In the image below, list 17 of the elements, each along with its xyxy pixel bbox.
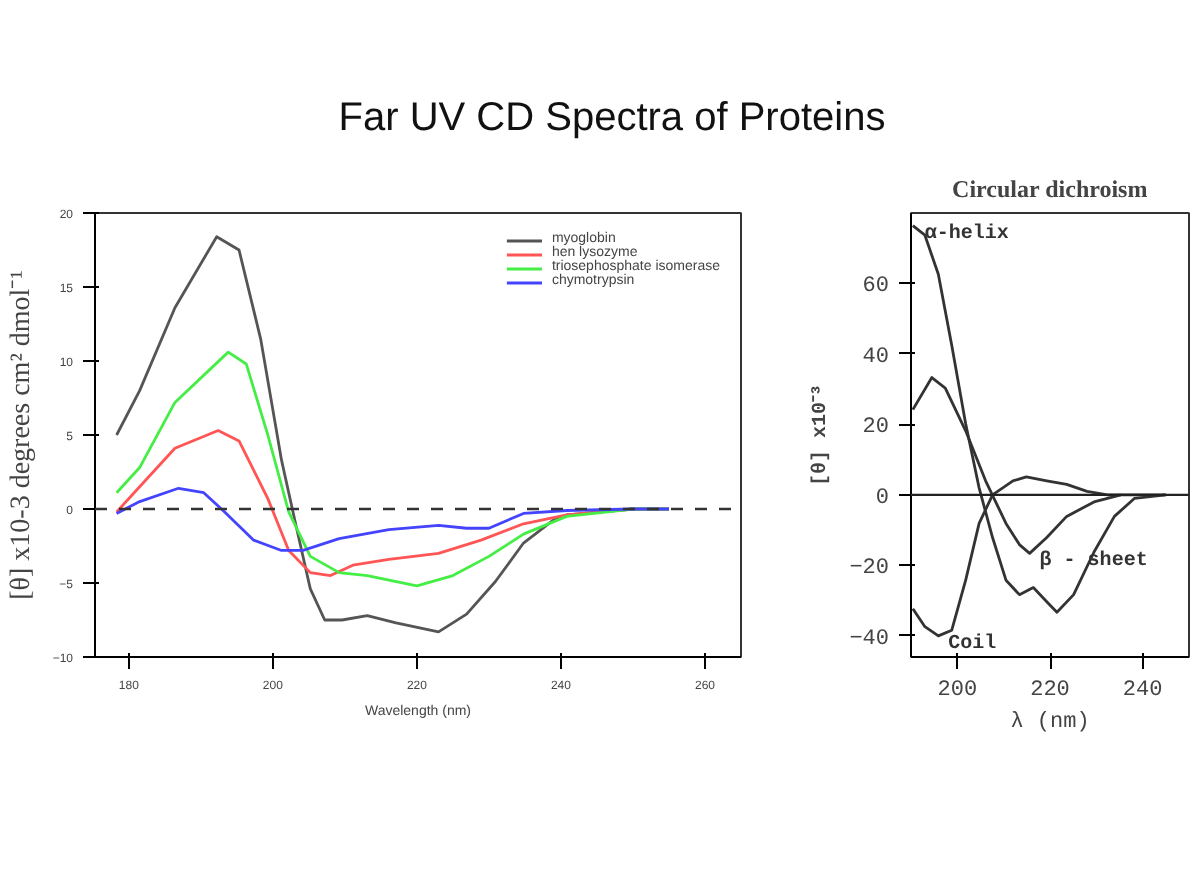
series-label: Coil [948, 631, 997, 656]
x-axis-title: λ (nm) [1010, 711, 1090, 735]
y-tick-label: 40 [862, 345, 889, 370]
y-axis-title: [θ] x10-3 degrees cm² dmol⁻¹ [6, 270, 37, 600]
x-tick-label: 220 [1030, 679, 1070, 703]
y-tick-label: 20 [862, 416, 889, 441]
chart-title: Far UV CD Spectra of Proteins [338, 94, 886, 144]
y-tick-label: 60 [862, 275, 889, 300]
y-tick-label: −40 [849, 627, 890, 652]
y-tick-label: −20 [849, 557, 890, 582]
y-tick-label: 0 [875, 486, 890, 511]
y-axis-title: [θ] x10⁻³ [809, 383, 834, 487]
x-tick-label: 200 [937, 679, 978, 703]
x-tick-label: 240 [1122, 679, 1163, 703]
chart-title: Circular dichroism [952, 175, 1148, 203]
series-label: α-helix [924, 221, 1009, 246]
series-label: β - sheet [1039, 549, 1148, 574]
